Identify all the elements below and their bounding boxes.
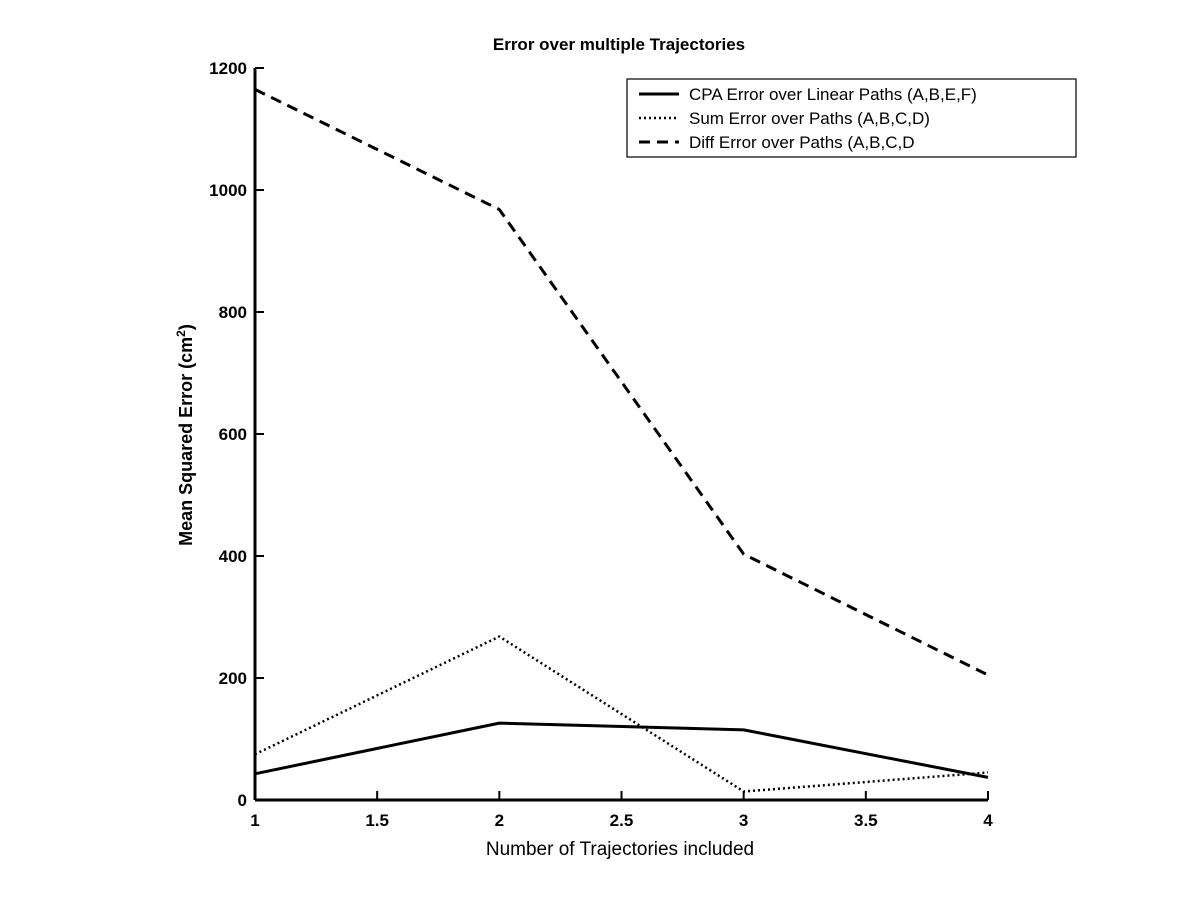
y-axis-label-superscript: 2 (174, 330, 188, 337)
y-tick-label: 600 (219, 425, 247, 444)
series-line-3 (254, 88, 989, 677)
legend-entry-1: CPA Error over Linear Paths (A,B,E,F) (689, 85, 977, 104)
x-tick-label: 3.5 (854, 811, 878, 830)
x-tick-label: 4 (983, 811, 993, 830)
y-tick-label: 800 (219, 303, 247, 322)
y-axis-label-suffix: ) (176, 324, 196, 330)
y-tick-label: 0 (238, 791, 247, 810)
x-axis-label: Number of Trajectories included (486, 839, 754, 860)
legend-entry-3: Diff Error over Paths (A,B,C,D (689, 133, 914, 152)
series-line-2 (254, 635, 989, 793)
y-tick-label: 400 (219, 547, 247, 566)
series-line-1 (254, 721, 989, 779)
y-tick-label: 1000 (209, 181, 247, 200)
y-axis-label-main: Mean Squared Error (cm (176, 337, 196, 546)
legend-box (626, 78, 1077, 158)
x-tick-label: 1.5 (365, 811, 389, 830)
chart-title: Error over multiple Trajectories (493, 35, 745, 54)
y-axis-label: Mean Squared Error (cm2) (174, 324, 196, 546)
series-layer (254, 88, 989, 793)
x-tick-label: 2.5 (610, 811, 634, 830)
legend: CPA Error over Linear Paths (A,B,E,F) Sum… (626, 78, 1077, 158)
x-tick-label: 3 (739, 811, 748, 830)
y-tick-label: 1200 (209, 59, 247, 78)
axes: 1 1.5 2 2.5 3 3.5 4 0 200 400 600 800 1000 1200 (209, 59, 993, 830)
legend-entry-2: Sum Error over Paths (A,B,C,D) (689, 109, 930, 128)
x-tick-label: 2 (495, 811, 504, 830)
x-tick-label: 1 (250, 811, 259, 830)
y-tick-label: 200 (219, 669, 247, 688)
